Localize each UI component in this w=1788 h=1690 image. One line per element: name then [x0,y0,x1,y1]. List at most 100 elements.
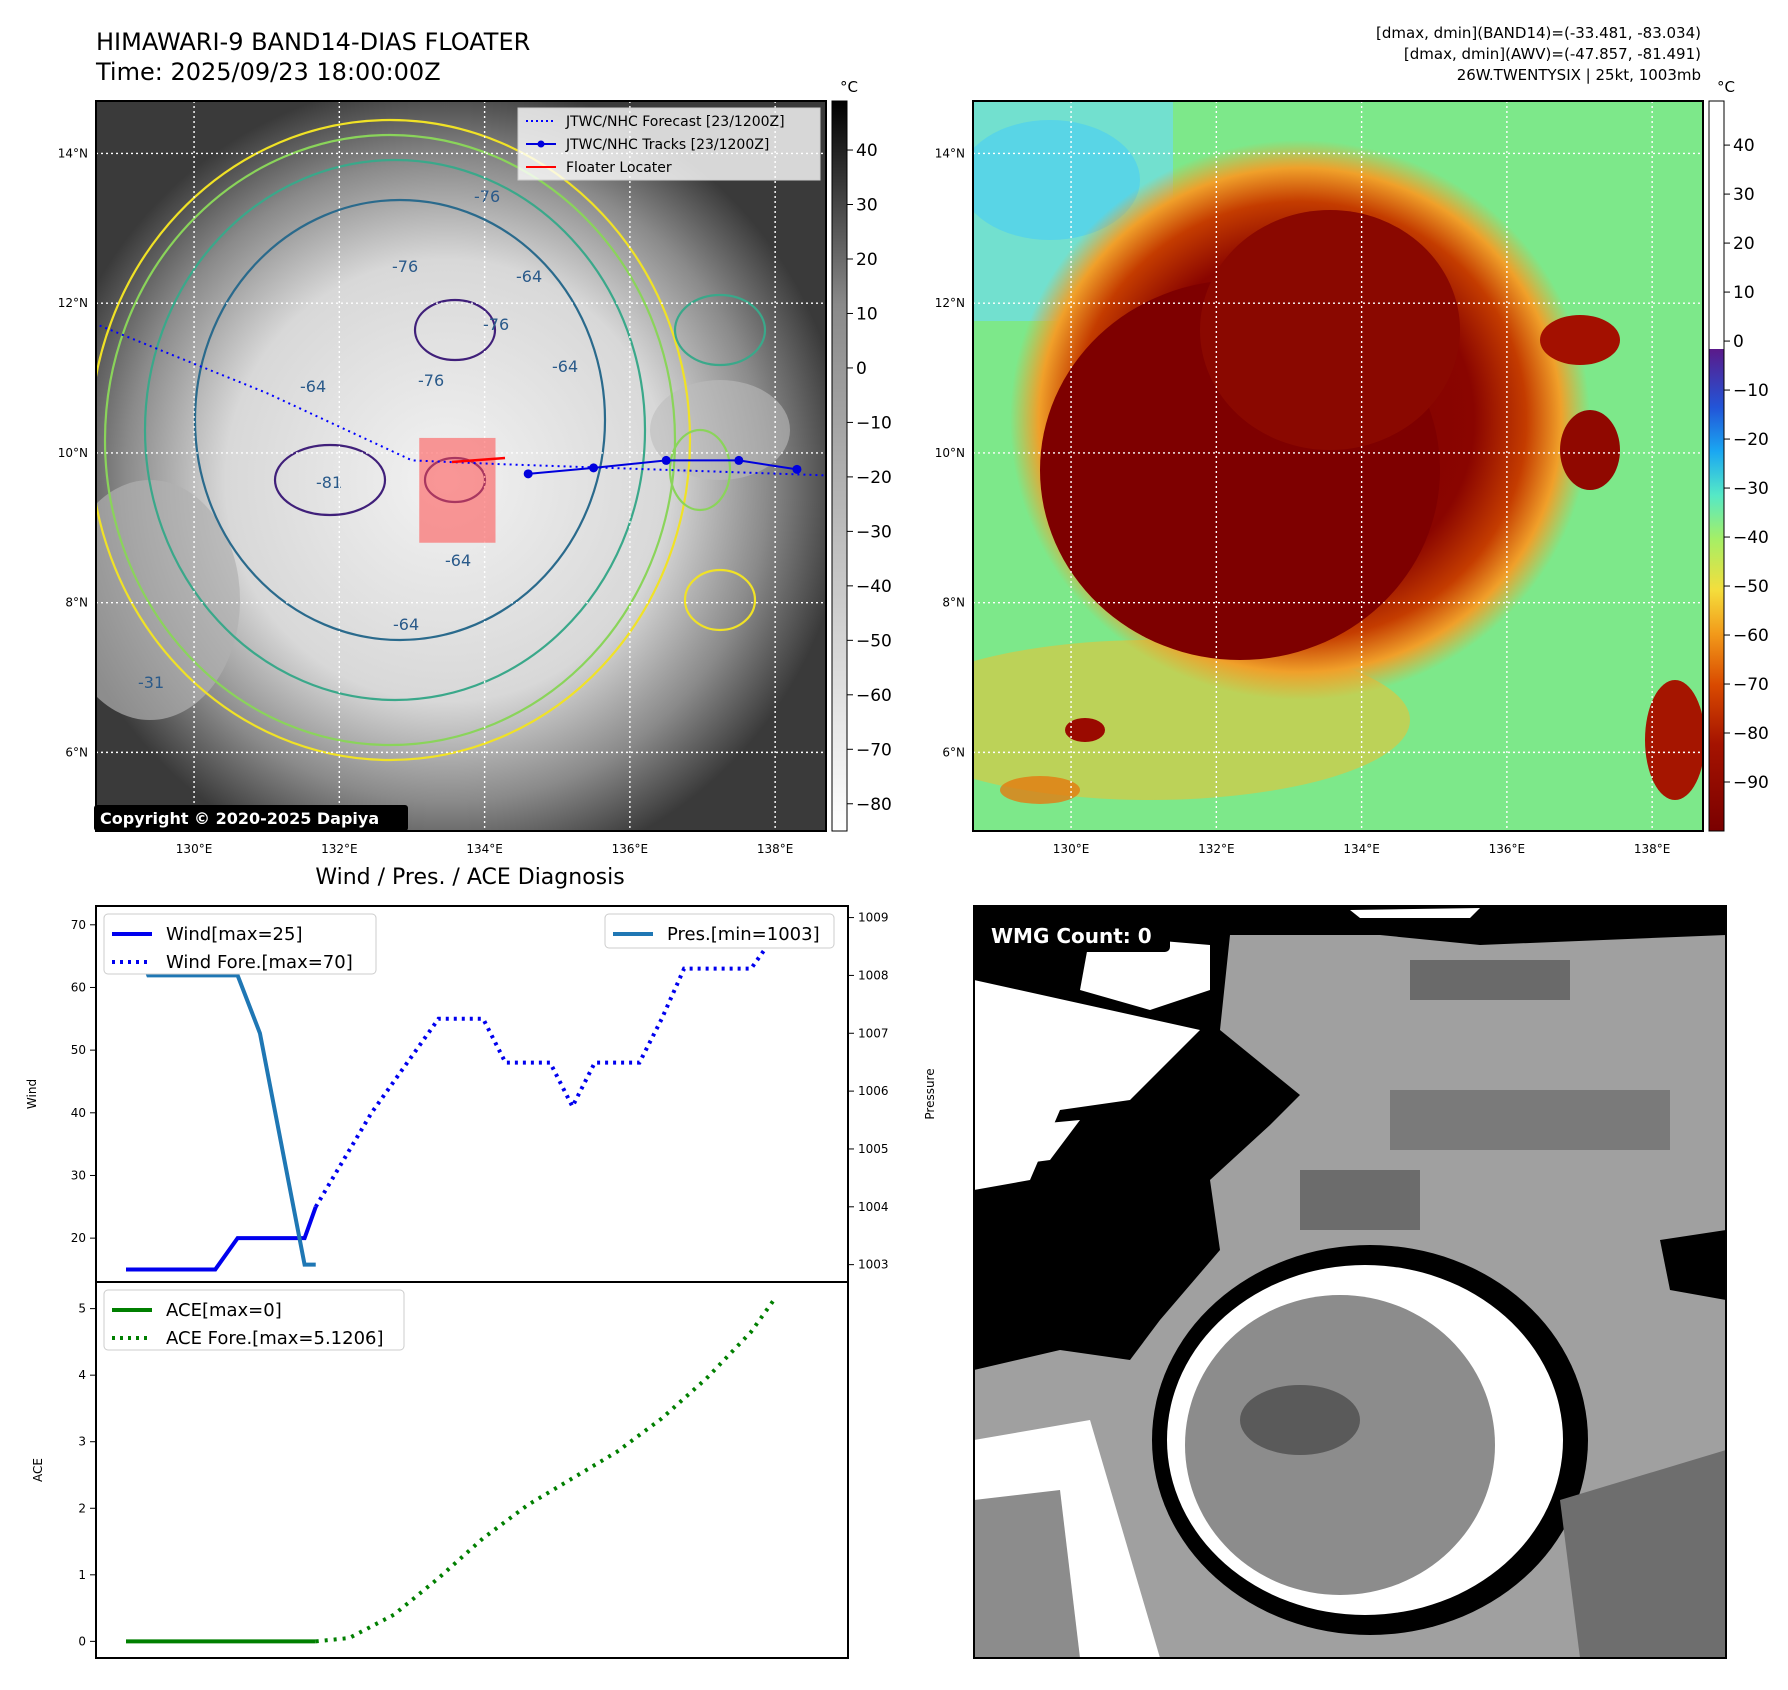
colorbar-tick-label: −10 [856,413,892,433]
info-line-3: 26W.TWENTYSIX | 25kt, 1003mb [1457,66,1701,84]
colorbar-tick-label: 20 [856,250,878,270]
wind-tick-label: 60 [71,980,86,994]
lat-tick-label: 6°N [65,745,88,759]
track-point [792,464,802,474]
legend-wind: Wind[max=25] [166,924,303,945]
colorbar-tick-label: −30 [856,522,892,542]
ace-axis-label: ACE [31,1458,45,1482]
colorbar-tick-label: −40 [856,577,892,597]
ace-legend: ACE[max=0] ACE Fore.[max=5.1206] [103,1289,405,1351]
ir-color-panel: 130°E 132°E 134°E 136°E 138°E 14°N 12°N 10°N 8°N… [935,100,1704,856]
floater-locater-box [419,437,496,543]
pressure-tick-label: 1005 [858,1142,889,1156]
wmg-count-label: WMG Count: 0 [991,924,1152,948]
pressure-tick-label: 1004 [858,1200,889,1214]
contour-label-5: -64 [552,357,578,376]
wind-tick-label: 20 [71,1231,86,1245]
info-line-2: [dmax, dmin](AWV)=(-47.857, -81.491) [1404,45,1701,63]
legend-tracks: JTWC/NHC Tracks [23/1200Z] [565,137,769,153]
colorbar-tick-label: 40 [856,141,878,161]
colorbar-tick-label: −10 [1733,381,1769,401]
colorbar-tick-label: −80 [1733,724,1769,744]
lon-tick-label: 138°E [757,842,794,856]
pressure-tick-label: 1008 [858,968,889,982]
lon-tick-label: 132°E [1198,842,1235,856]
colorbar-tick-label: 30 [856,196,878,216]
wmg-panel: WMG Count: 0 [973,905,1727,1659]
contour-label-4: -76 [483,315,509,334]
color-colorbar-unit: °C [1717,78,1735,96]
track-point [734,455,744,465]
ace-tick-label: 0 [78,1634,86,1648]
track-legend: JTWC/NHC Forecast [23/1200Z] JTWC/NHC Tr… [517,107,821,181]
lon-tick-label: 136°E [1489,842,1526,856]
series-line-2 [124,916,316,1267]
track-point [523,469,533,479]
lat-tick-label: 12°N [935,296,965,310]
contour-label-10: -64 [393,615,419,634]
contour-label-6: -76 [418,371,444,390]
wind-axis-label: Wind [25,1079,39,1109]
legend-locater: Floater Locater [566,160,672,176]
lat-tick-label: 8°N [65,596,88,610]
gray-colorbar-unit: °C [840,78,858,96]
lat-tick-label: 14°N [935,146,965,160]
pressure-tick-label: 1007 [858,1026,889,1040]
lat-tick-label: 6°N [942,745,965,759]
series-line-0 [126,1206,318,1272]
pressure-axis-label: Pressure [923,1068,937,1119]
contour-label-1: -76 [474,187,500,206]
lon-tick-label: 130°E [176,842,213,856]
ace-tick-label: 2 [78,1501,86,1515]
track-point [589,463,599,473]
diagnosis-title: Wind / Pres. / ACE Diagnosis [315,865,624,890]
lon-tick-label: 130°E [1053,842,1090,856]
colorbar-tick-label: 10 [1733,283,1755,303]
colorbar-tick-label: −70 [1733,675,1769,695]
ace-series-line-1 [315,1299,775,1644]
series-line-1 [314,936,775,1208]
lat-tick-label: 10°N [58,446,88,460]
lat-tick-label: 8°N [942,596,965,610]
track-point [661,455,671,465]
lat-tick-label: 14°N [58,146,88,160]
colorbar-tick-label: 20 [1733,234,1755,254]
colorbar-tick-label: −80 [856,795,892,815]
info-line-1: [dmax, dmin](BAND14)=(-33.481, -83.034) [1376,24,1701,42]
colorbar-tick-label: −20 [1733,430,1769,450]
colorbar-tick-label: 0 [856,359,867,379]
lat-tick-label: 10°N [935,446,965,460]
gray-colorbar: °C 40 30 20 10 0 −10 −20 −30 −40 −50 −60 −70 −80 [831,78,892,832]
wind-tick-label: 30 [71,1168,86,1182]
contour-label-9: -64 [445,551,471,570]
wind-tick-label: 40 [71,1106,86,1120]
colorbar-tick-label: −50 [856,631,892,651]
contour-label-8: -81 [316,473,342,492]
legend-ace: ACE[max=0] [166,1300,282,1321]
legend-wind-fore: Wind Fore.[max=70] [166,952,353,973]
colorbar-tick-label: −30 [1733,479,1769,499]
contour-label-3: -64 [516,267,542,286]
legend-ace-fore: ACE Fore.[max=5.1206] [166,1328,384,1349]
legend-forecast: JTWC/NHC Forecast [23/1200Z] [565,114,785,130]
colorbar-tick-label: −50 [1733,577,1769,597]
pressure-tick-label: 1009 [858,911,889,925]
pressure-tick-label: 1003 [858,1258,889,1272]
lon-tick-label: 138°E [1634,842,1671,856]
ace-chart: ACE 0 1 2 3 4 5 ACE[max=0] ACE Fore.[max=5.12… [31,1281,849,1659]
contour-label-7: -64 [300,377,326,396]
lon-tick-label: 134°E [1343,842,1380,856]
colorbar-tick-label: −40 [1733,528,1769,548]
wind-legend: Wind[max=25] Wind Fore.[max=70] [103,913,377,975]
colorbar-tick-label: 0 [1733,332,1744,352]
color-colorbar: °C 40 30 20 10 0 −10 −20 −30 −40 −50 −60 −70 −80 −90 [1708,78,1769,832]
lat-tick-label: 12°N [58,296,88,310]
colorbar-tick-label: 10 [856,304,878,324]
wind-pressure-chart: Wind Pressure 20 30 40 50 60 70 1003 1004 1005 1… [25,905,937,1283]
lon-tick-label: 132°E [321,842,358,856]
colorbar-tick-label: 30 [1733,185,1755,205]
colorbar-tick-label: 40 [1733,136,1755,156]
figure-title: HIMAWARI-9 BAND14-DIAS FLOATER [96,28,530,56]
colorbar-tick-label: −60 [856,686,892,706]
ace-tick-label: 1 [78,1568,86,1582]
